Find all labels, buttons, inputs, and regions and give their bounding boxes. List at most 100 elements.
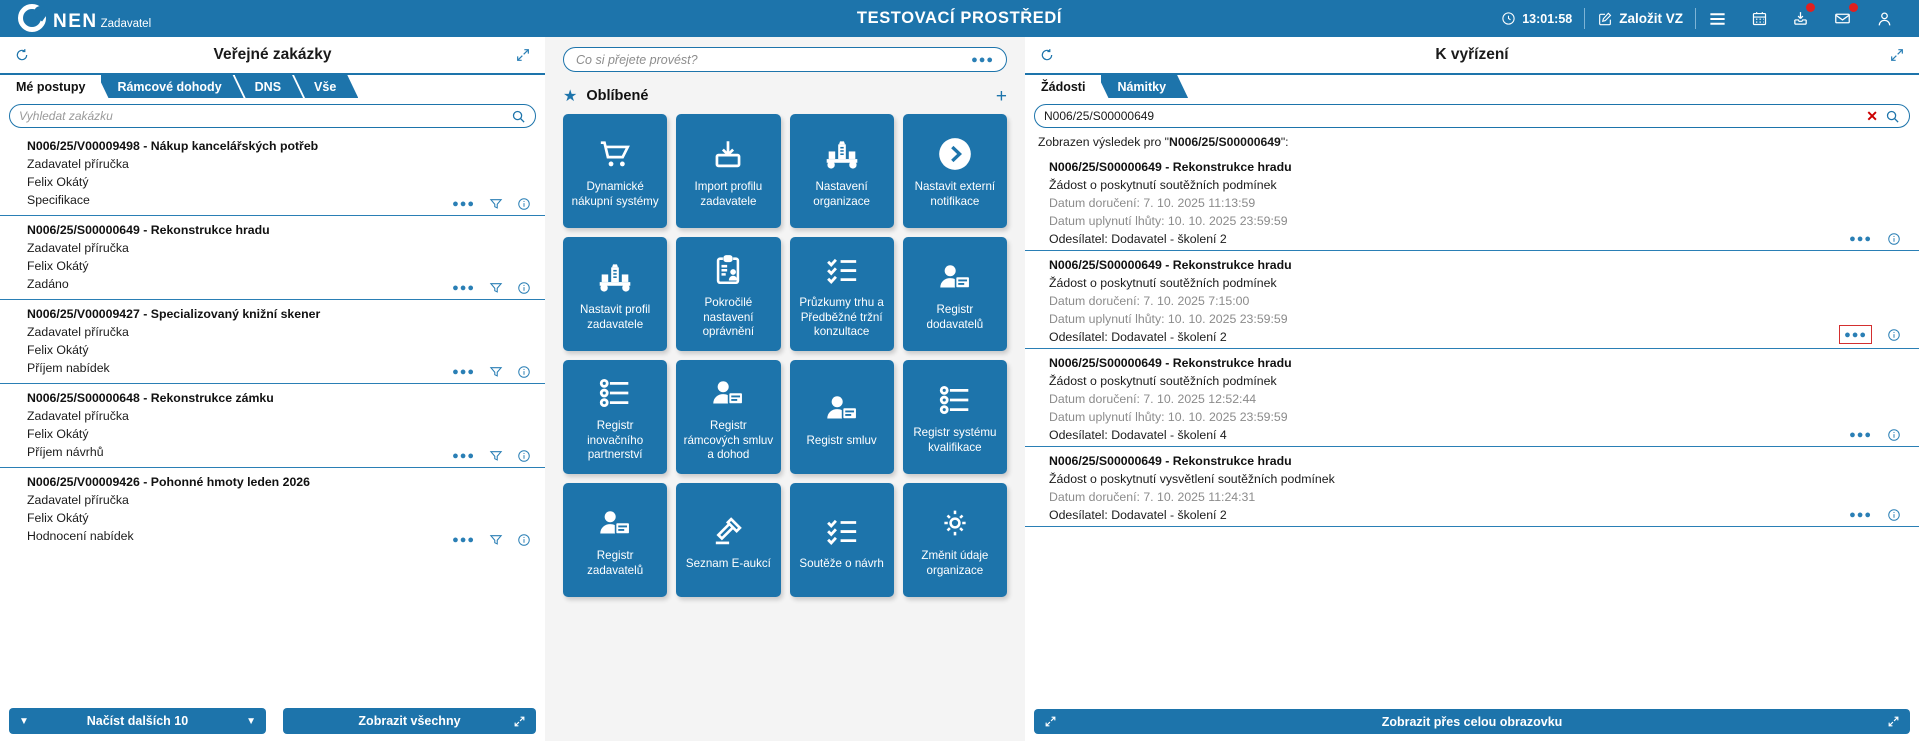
row-actions: ●●● [452,281,531,295]
more-options-icon[interactable]: ●●● [971,53,994,66]
tile-dynamick-n-kupn-syst-my[interactable]: Dynamické nákupní systémy [563,114,668,228]
tile-import-profilu-zadavatele[interactable]: Import profilu zadavatele [676,114,781,228]
refresh-icon[interactable] [14,47,30,63]
more-options-icon[interactable]: ●●● [452,282,475,294]
tile-registr-syst-mu-kvalifikace[interactable]: Registr systému kvalifikace [902,360,1007,474]
info-circle-icon[interactable] [517,449,531,463]
request-item[interactable]: N006/25/S00000649 - Rekonstrukce hradu Žá… [1025,447,1919,527]
list-item[interactable]: N006/25/S00000648 - Rekonstrukce zámku Za… [0,384,545,468]
request-sender: Odesílatel: Dodavatel - školení 2 [1049,232,1227,246]
more-options-icon[interactable]: ●●● [452,534,475,546]
tile-nastaven-organizace[interactable]: Nastavení organizace [789,114,894,228]
tile-registr-zadavatel[interactable]: Registr zadavatelů [563,483,668,597]
request-deadline-date: Datum uplynutí lhůty: 10. 10. 2025 23:59… [1049,312,1288,326]
list-item[interactable]: N006/25/S00000649 - Rekonstrukce hradu Za… [0,216,545,300]
info-circle-icon[interactable] [1887,428,1901,442]
more-options-icon[interactable]: ●●● [1849,233,1872,245]
public-contracts-panel: Veřejné zakázky Mé postupy Rámcové dohod… [0,37,545,741]
tab-dns[interactable]: DNS [235,75,303,98]
search-icon[interactable] [1885,109,1900,124]
plus-icon[interactable]: + [995,85,1007,107]
list-item[interactable]: N006/25/V00009427 - Specializovaný knižn… [0,300,545,384]
info-circle-icon[interactable] [517,533,531,547]
tile-registr-dodavatel[interactable]: Registr dodavatelů [902,237,1007,351]
more-options-icon[interactable]: ●●● [452,198,475,210]
show-all-button[interactable]: Zobrazit všechny [282,708,536,734]
request-sender: Odesílatel: Dodavatel - školení 4 [1049,428,1227,442]
result-term: N006/25/S00000649 [1169,135,1281,149]
tab-ramcove-dohody[interactable]: Rámcové dohody [97,75,243,98]
load-more-button[interactable]: ▼ Načíst dalších 10 ▼ [9,708,266,734]
tile-registr-inova-n-ho-partnerstv[interactable]: Registr inovačního partnerství [563,360,668,474]
row-actions: ●●● [452,197,531,211]
info-circle-icon[interactable] [517,197,531,211]
info-circle-icon[interactable] [517,281,531,295]
tile-sout-e-o-n-vrh[interactable]: Soutěže o návrh [789,483,894,597]
calendar-button[interactable] [1739,0,1780,37]
request-search-box[interactable]: ✕ [1034,104,1910,128]
tab-me-postupy[interactable]: Mé postupy [10,75,102,98]
list-item[interactable]: N006/25/V00009426 - Pohonné hmoty leden … [0,468,545,551]
create-vz-button[interactable]: Založit VZ [1585,0,1695,37]
search-input[interactable] [1044,109,1863,123]
favorites-header: ★ Oblíbené + [545,72,1025,114]
tab-label: DNS [254,79,282,94]
session-clock: 13:01:58 [1489,0,1584,37]
main-menu-button[interactable] [1696,0,1739,37]
request-item[interactable]: N006/25/S00000649 - Rekonstrukce hradu Žá… [1025,251,1919,349]
filter-funnel-icon[interactable] [489,533,503,547]
expand-arrows-icon[interactable] [1889,47,1905,63]
tile-zm-nit-daje-organizace[interactable]: Změnit údaje organizace [902,483,1007,597]
info-circle-icon[interactable] [517,365,531,379]
request-item[interactable]: N006/25/S00000649 - Rekonstrukce hradu Žá… [1025,153,1919,251]
brand-logo[interactable]: NEN Zadavatel [0,4,151,33]
star-icon: ★ [563,88,578,105]
filter-funnel-icon[interactable] [489,365,503,379]
contract-search-box[interactable] [9,104,536,128]
inbox-download-icon [1792,10,1809,27]
search-icon[interactable] [511,109,526,124]
list-item[interactable]: N006/25/V00009498 - Nákup kancelářských … [0,132,545,216]
more-options-icon[interactable]: ●●● [1849,429,1872,441]
tile-nastavit-extern-notifikace[interactable]: Nastavit externí notifikace [902,114,1007,228]
clear-x-icon[interactable]: ✕ [1866,108,1878,124]
more-options-icon[interactable]: ●●● [452,366,475,378]
user-card-icon [710,371,746,415]
search-input[interactable] [19,109,511,123]
filter-funnel-icon[interactable] [489,449,503,463]
info-circle-icon[interactable] [1887,508,1901,522]
more-options-icon[interactable]: ●●● [452,450,475,462]
contract-organization: Zadavatel příručka [27,325,129,339]
dashboard-columns: Veřejné zakázky Mé postupy Rámcové dohod… [0,37,1919,741]
user-account-button[interactable] [1864,0,1905,37]
tile-seznam-e-aukc[interactable]: Seznam E-aukcí [676,483,781,597]
tile-registr-smluv[interactable]: Registr smluv [789,360,894,474]
info-circle-icon[interactable] [1887,232,1901,246]
search-result-summary: Zobrazen výsledek pro "N006/25/S00000649… [1025,132,1919,153]
filter-funnel-icon[interactable] [489,281,503,295]
inbox-download-button[interactable] [1780,0,1821,37]
favorites-label: Oblíbené [586,88,649,104]
show-fullscreen-button[interactable]: Zobrazit přes celou obrazovku [1034,709,1910,734]
messages-button[interactable] [1821,0,1864,37]
info-circle-icon[interactable] [1887,328,1901,342]
tile-label: Registr dodavatelů [926,303,984,331]
filter-funnel-icon[interactable] [489,197,503,211]
tile-nastavit-profil-zadavatele[interactable]: Nastavit profil zadavatele [563,237,668,351]
contract-title: N006/25/S00000649 - Rekonstrukce hradu [27,223,270,237]
more-options-icon[interactable]: ●●● [1849,509,1872,521]
command-input[interactable] [576,52,972,67]
tab-vse[interactable]: Vše [294,75,358,98]
request-item[interactable]: N006/25/S00000649 - Rekonstrukce hradu Žá… [1025,349,1919,447]
command-search-box[interactable]: ●●● [563,47,1007,72]
clock-value: 13:01:58 [1522,11,1573,26]
result-suffix: ": [1280,135,1289,149]
tab-zadosti[interactable]: Žádosti [1035,75,1102,98]
refresh-icon[interactable] [1039,47,1055,63]
more-options-icon[interactable]: ●●● [1839,325,1872,344]
tile-pokro-il-nastaven-opr-vn-n[interactable]: Pokročilé nastavení oprávnění [676,237,781,351]
tile-registr-r-mcov-ch-smluv-a-dohod[interactable]: Registr rámcových smluv a dohod [676,360,781,474]
tab-namitky[interactable]: Námitky [1097,75,1188,98]
expand-arrows-icon[interactable] [515,47,531,63]
tile-pr-zkumy-trhu-a-p-edb-n-tr-n-konzultace[interactable]: Průzkumy trhu a Předběžné tržní konzulta… [789,237,894,351]
